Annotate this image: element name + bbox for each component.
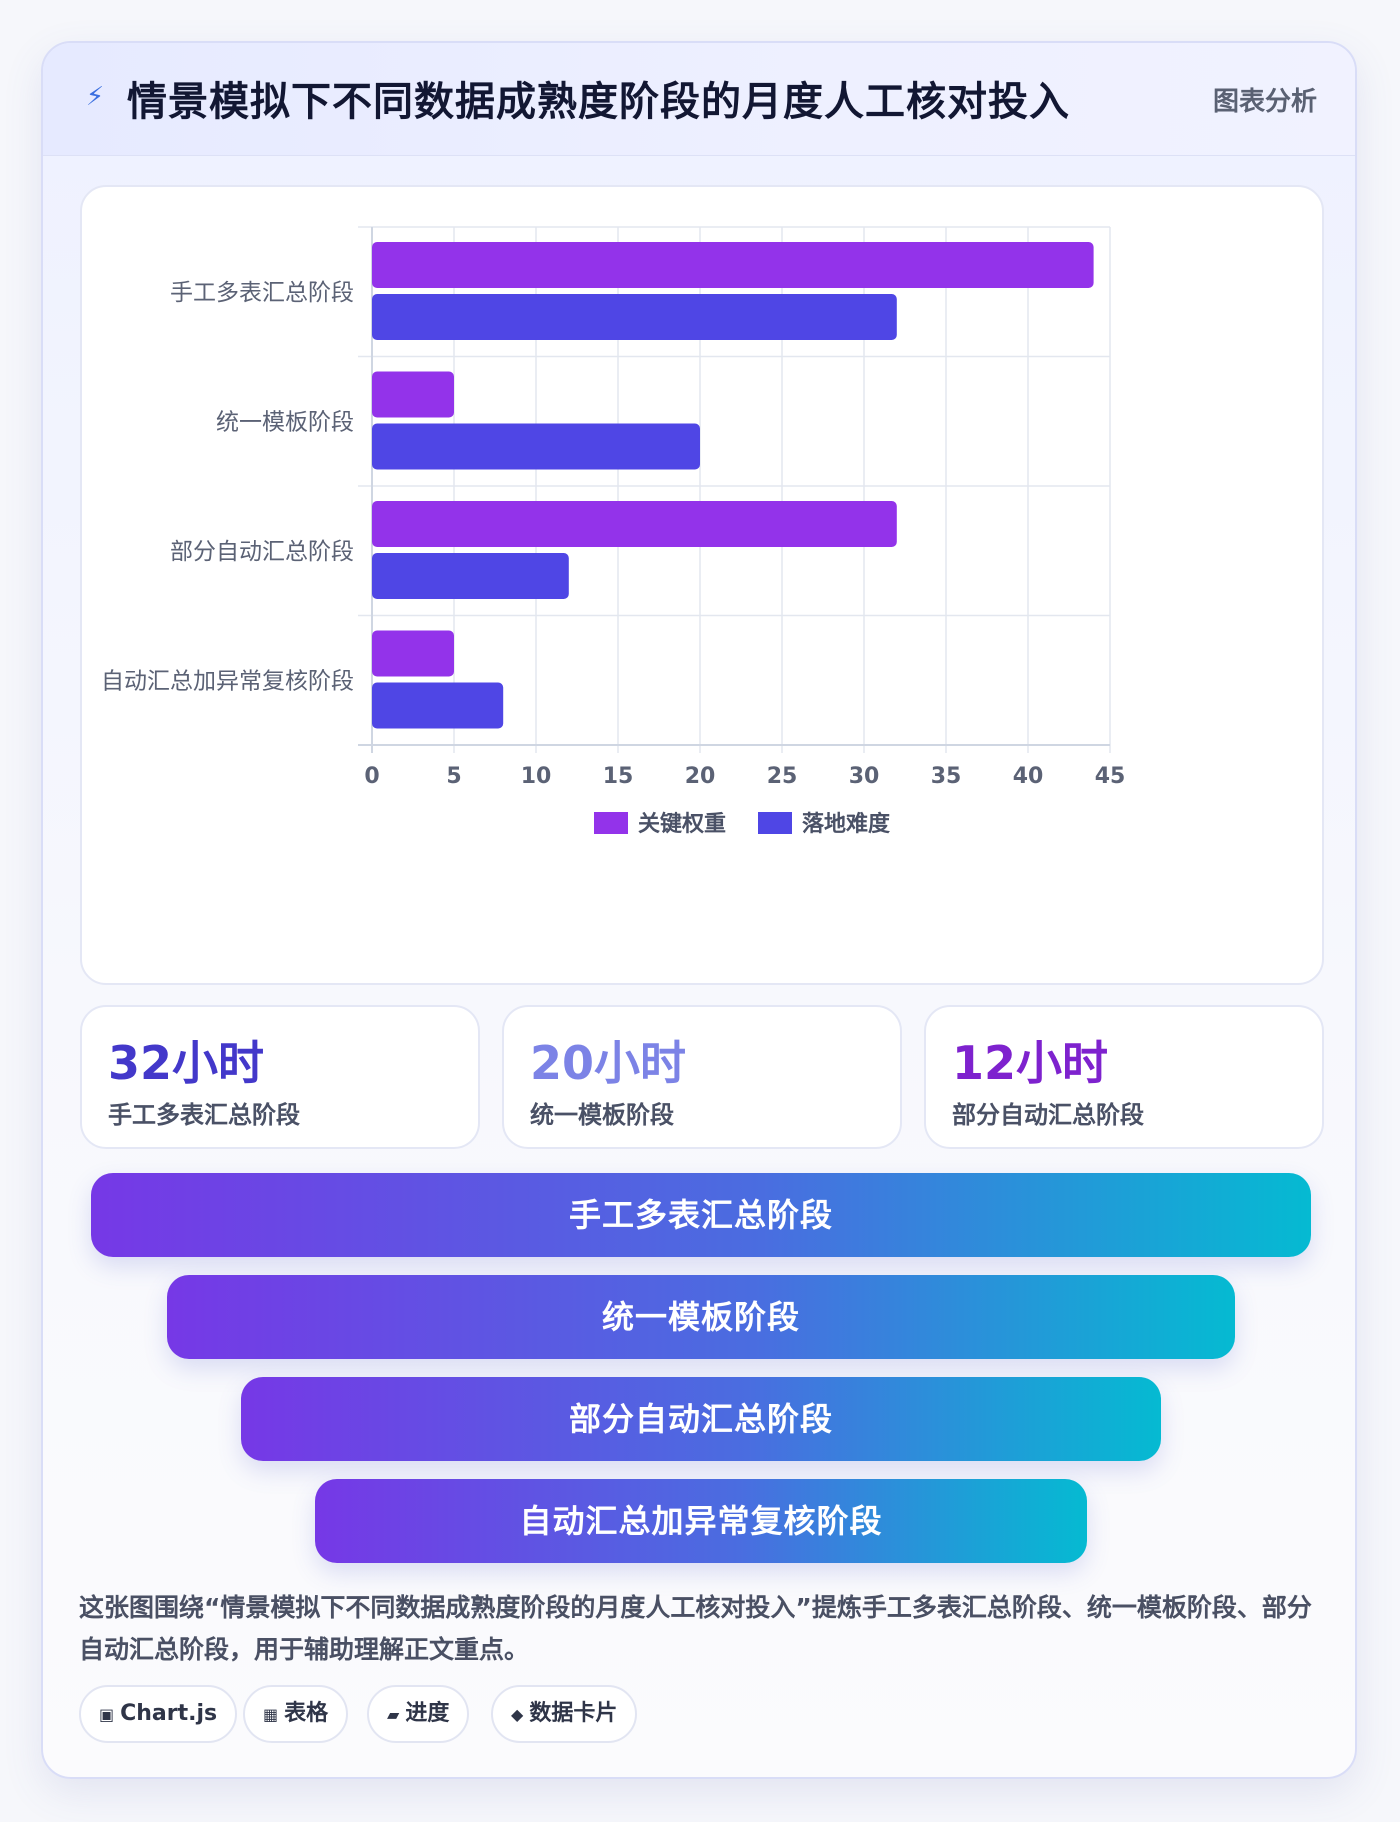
y-tick-label: 部分自动汇总阶段 [170,539,354,565]
stat-label: 统一模板阶段 [530,1101,674,1129]
bar-difficulty [372,682,504,729]
card-header: ⚡ 情景模拟下不同数据成熟度阶段的月度人工核对投入 图表分析 [43,43,1355,156]
bar-difficulty [372,294,897,340]
x-tick-label: 5 [446,764,461,789]
stat-cards: 32小时 手工多表汇总阶段 20小时 统一模板阶段 12小时 部分自动汇总阶段 [80,1005,1324,1149]
bar-difficulty [372,423,700,470]
stat-card-3: 12小时 部分自动汇总阶段 [924,1005,1324,1149]
stat-value: 12小时 [952,1036,1109,1090]
tag-label: 进度 [405,1701,450,1726]
x-tick-label: 35 [931,764,962,789]
tag-progress[interactable]: ▰ 进度 [367,1685,470,1743]
funnel-stage-3: 部分自动汇总阶段 [241,1377,1161,1461]
funnel-stage-2: 统一模板阶段 [167,1275,1235,1359]
legend-label: 落地难度 [802,811,891,837]
stat-label: 部分自动汇总阶段 [952,1101,1144,1129]
bar-weight [372,630,454,677]
progress-icon: ▰ [387,1705,400,1724]
bar-weight [372,501,897,547]
tag-table[interactable]: ▦ 表格 [243,1685,349,1743]
x-tick-label: 25 [767,764,798,789]
bar-difficulty [372,553,569,599]
bar-weight [372,371,454,418]
tag-data-card[interactable]: ◆ 数据卡片 [491,1685,638,1743]
summary-text: 这张图围绕“情景模拟下不同数据成熟度阶段的月度人工核对投入”提炼手工多表汇总阶段… [79,1593,1312,1664]
tag-label: 表格 [284,1701,329,1726]
x-tick-label: 15 [603,764,634,789]
stat-card-1: 32小时 手工多表汇总阶段 [80,1005,480,1149]
page-title: 情景模拟下不同数据成熟度阶段的月度人工核对投入 [127,79,1070,125]
table-icon: ▦ [263,1705,279,1724]
stat-value: 20小时 [530,1036,687,1090]
tag-label: 数据卡片 [529,1701,618,1726]
lightning-icon: ⚡ [85,82,105,112]
x-tick-label: 45 [1095,764,1126,789]
x-tick-label: 20 [685,764,716,789]
funnel-stage-1: 手工多表汇总阶段 [91,1173,1311,1257]
stat-label: 手工多表汇总阶段 [108,1101,300,1129]
legend-label: 关键权重 [638,811,726,837]
stat-card-2: 20小时 统一模板阶段 [502,1005,902,1149]
chart-panel: 手工多表汇总阶段统一模板阶段部分自动汇总阶段自动汇总加异常复核阶段 0 5 10 15 2… [80,185,1324,985]
funnel-stage-4: 自动汇总加异常复核阶段 [315,1479,1087,1563]
bar-weight [372,242,1094,288]
x-tick-label: 0 [364,764,379,789]
x-tick-label: 10 [521,764,552,789]
tag-chartjs[interactable]: ▣ Chart.js [79,1685,238,1743]
diamond-icon: ◆ [511,1705,524,1724]
x-tick-label: 40 [1013,764,1044,789]
legend-swatch [758,812,792,834]
chip-icon: ▣ [99,1705,115,1724]
y-tick-label: 手工多表汇总阶段 [170,280,354,306]
y-tick-label: 统一模板阶段 [216,409,354,435]
x-tick-label: 30 [849,764,880,789]
chart-card: ⚡ 情景模拟下不同数据成熟度阶段的月度人工核对投入 图表分析 手工多表汇总阶段统… [41,41,1357,1779]
stat-value: 32小时 [108,1036,265,1090]
tag-label: Chart.js [120,1701,218,1726]
y-tick-label: 自动汇总加异常复核阶段 [101,668,354,694]
legend-swatch [594,812,628,834]
chart-analysis-badge[interactable]: 图表分析 [1212,87,1317,117]
